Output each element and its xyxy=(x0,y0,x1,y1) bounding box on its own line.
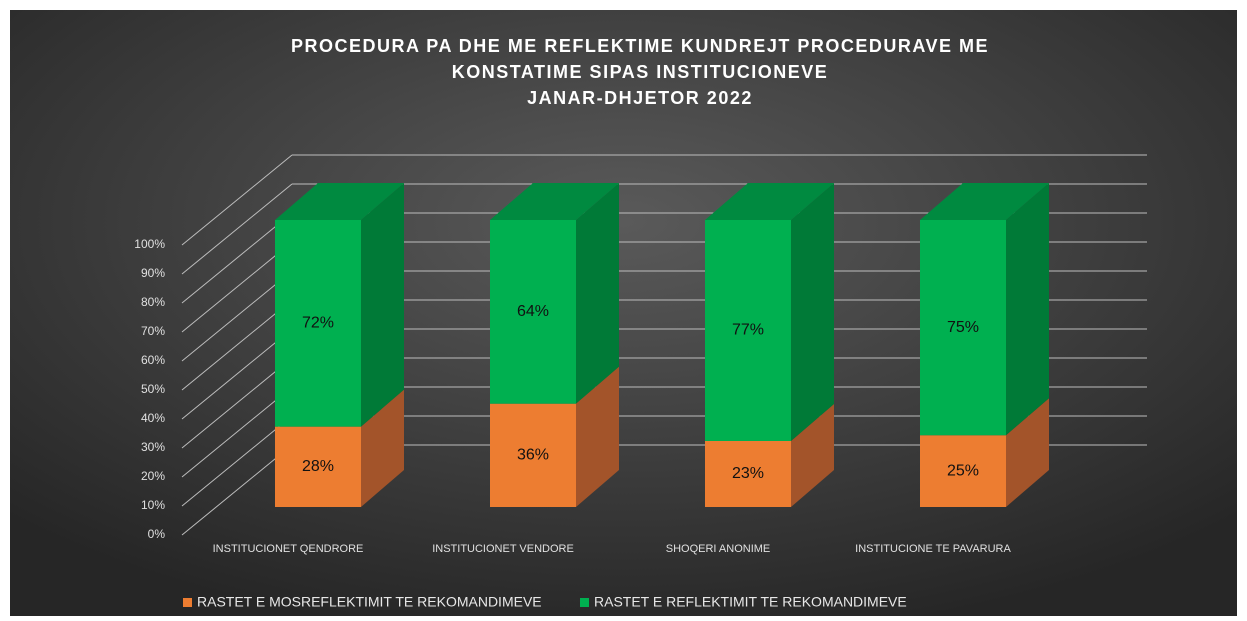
grid-line xyxy=(181,270,293,362)
bar xyxy=(490,403,576,507)
y-tick-label: 40% xyxy=(141,411,165,425)
y-tick-label: 100% xyxy=(134,237,165,251)
bar-top xyxy=(705,183,834,220)
grid-line xyxy=(181,357,293,449)
value-label: 28% xyxy=(302,458,334,475)
grid-line xyxy=(181,183,293,275)
x-tick-label: INSTITUCIONET QENDRORE xyxy=(213,543,364,555)
x-tick-label: INSTITUCIONE TE PAVARURA xyxy=(855,543,1011,555)
bar xyxy=(275,220,361,427)
bar xyxy=(920,435,1006,507)
bar-side xyxy=(791,183,834,441)
value-label: 72% xyxy=(302,315,334,332)
bar-side xyxy=(361,389,404,507)
bar xyxy=(275,426,361,507)
legend-swatch xyxy=(183,598,192,607)
bar-top xyxy=(490,183,619,220)
grid-line xyxy=(181,241,293,333)
bar-side xyxy=(576,183,619,404)
chart-title: KONSTATIME SIPAS INSTITUCIONEVE xyxy=(452,62,829,82)
grid-line xyxy=(181,299,293,391)
bar-top xyxy=(920,183,1049,220)
y-tick-label: 90% xyxy=(141,266,165,280)
value-label: 75% xyxy=(947,319,979,336)
grid-line xyxy=(181,444,293,536)
grid-line xyxy=(181,212,293,304)
value-label: 77% xyxy=(732,322,764,339)
value-label: 64% xyxy=(517,303,549,320)
y-tick-label: 60% xyxy=(141,353,165,367)
bar-side xyxy=(576,366,619,507)
y-tick-label: 10% xyxy=(141,498,165,512)
chart-title: PROCEDURA PA DHE ME REFLEKTIME KUNDREJT … xyxy=(291,36,989,56)
value-label: 25% xyxy=(947,462,979,479)
chart-title: JANAR-DHJETOR 2022 xyxy=(527,88,753,108)
bar-side xyxy=(1006,183,1049,436)
y-tick-label: 70% xyxy=(141,324,165,338)
bar xyxy=(705,440,791,507)
legend-label: RASTET E REFLEKTIMIT TE REKOMANDIMEVE xyxy=(594,594,907,610)
y-tick-label: 50% xyxy=(141,382,165,396)
y-tick-label: 0% xyxy=(148,527,166,541)
bar xyxy=(490,220,576,404)
y-tick-label: 30% xyxy=(141,440,165,454)
grid-line xyxy=(181,415,293,507)
bar-top xyxy=(275,183,404,220)
value-label: 36% xyxy=(517,447,549,464)
bar-side xyxy=(361,183,404,427)
y-tick-label: 20% xyxy=(141,469,165,483)
bar xyxy=(920,220,1006,436)
bar xyxy=(705,220,791,441)
legend-label: RASTET E MOSREFLEKTIMIT TE REKOMANDIMEVE xyxy=(197,594,542,610)
y-tick-label: 80% xyxy=(141,295,165,309)
value-label: 23% xyxy=(732,465,764,482)
legend-swatch xyxy=(580,598,589,607)
grid-line xyxy=(181,386,293,478)
grid-line xyxy=(181,328,293,420)
grid-line xyxy=(181,154,293,246)
bar-side xyxy=(791,403,834,507)
x-tick-label: INSTITUCIONET VENDORE xyxy=(432,543,574,555)
x-tick-label: SHOQERI ANONIME xyxy=(666,543,771,555)
bar-side xyxy=(1006,398,1049,507)
